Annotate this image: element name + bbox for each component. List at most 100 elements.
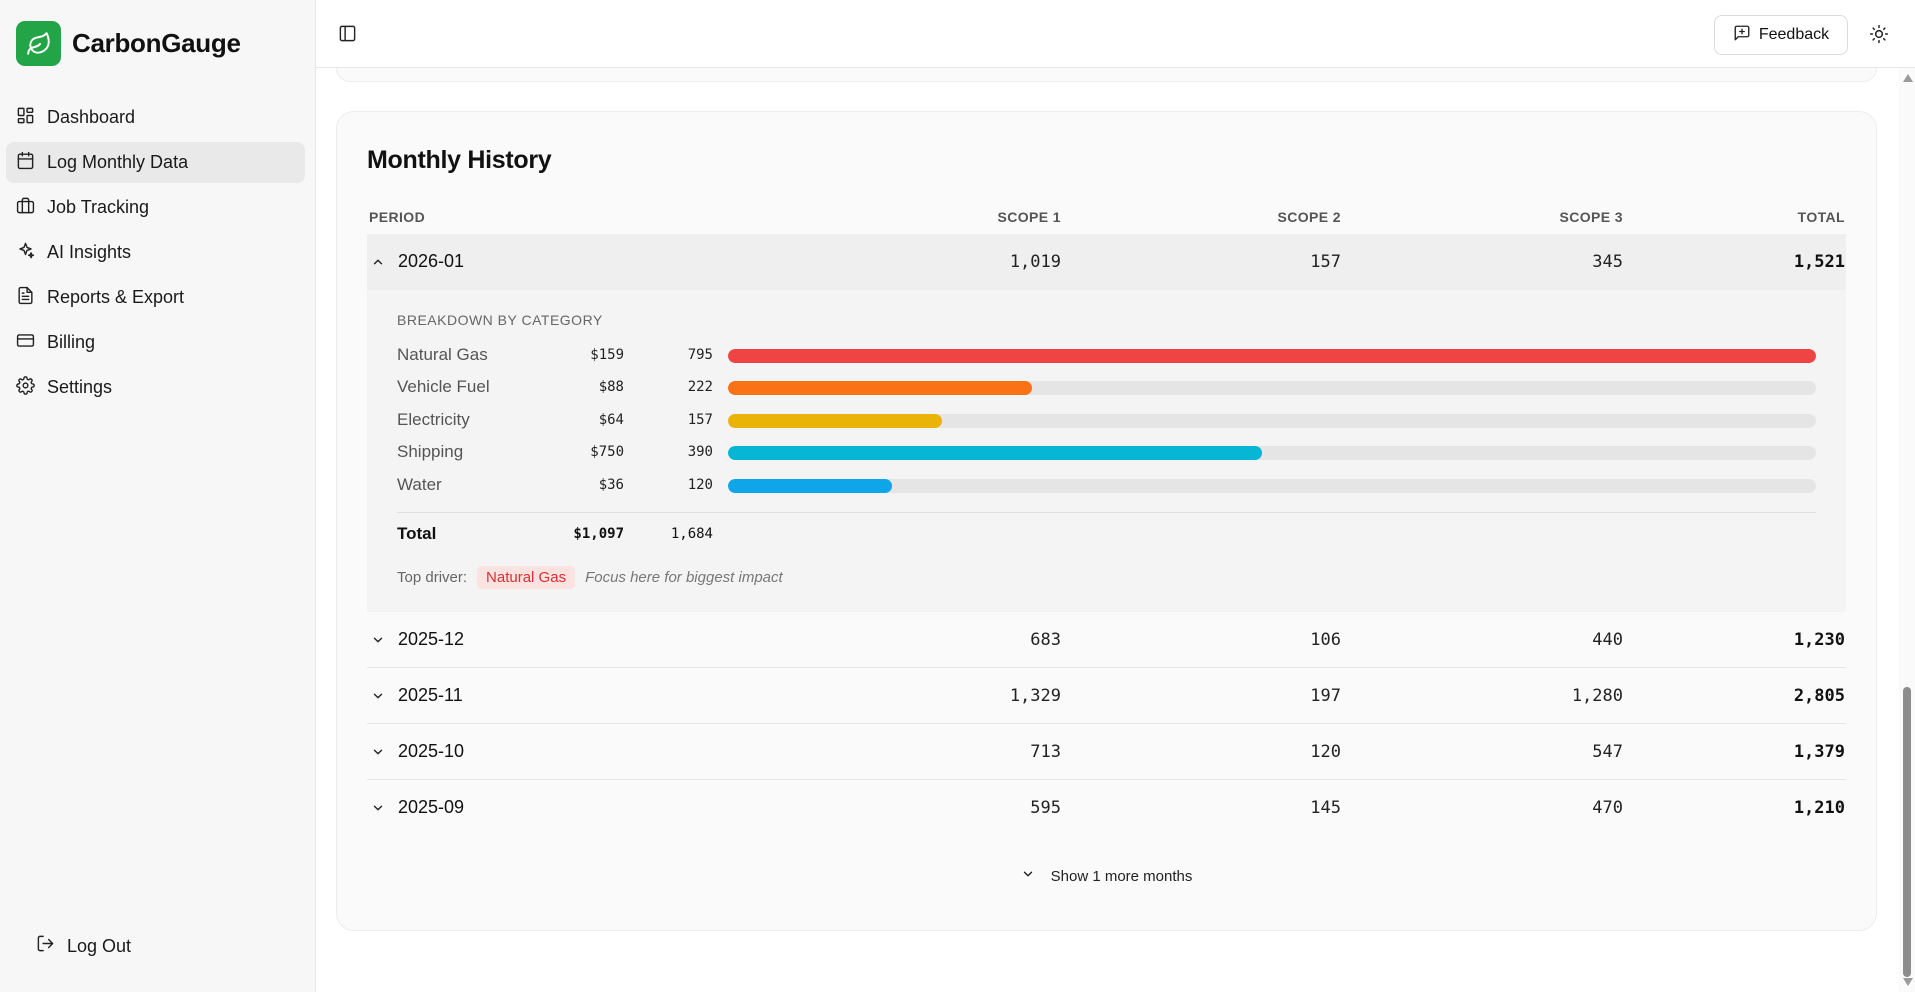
credit-card-icon [16, 331, 35, 355]
vertical-scrollbar[interactable] [1899, 68, 1915, 992]
row-scope2: 106 [1310, 630, 1341, 650]
table-row[interactable]: 2025-10 713 120 547 1,379 [367, 724, 1846, 780]
column-header-total: TOTAL [1797, 209, 1845, 225]
sidebar-item-reports-export[interactable]: Reports & Export [6, 277, 305, 318]
column-header-scope2: SCOPE 2 [1277, 209, 1341, 225]
category-bar-fill [728, 479, 893, 493]
feedback-button[interactable]: Feedback [1714, 15, 1848, 55]
category-bar-track [728, 479, 1816, 493]
row-total: 2,805 [1793, 686, 1845, 706]
category-emissions: 222 [687, 379, 713, 395]
table-row[interactable]: 2026-01 1,019 157 345 1,521 [367, 234, 1846, 290]
category-bar-track [728, 349, 1816, 363]
breakdown-row: Vehicle Fuel $88 222 [397, 376, 1816, 398]
chevron-down-icon[interactable] [371, 687, 385, 708]
breakdown-row: Natural Gas $159 795 [397, 344, 1816, 366]
chevron-up-icon[interactable] [371, 253, 385, 274]
logout-label: Log Out [67, 935, 132, 956]
category-name: Electricity [397, 410, 470, 429]
category-emissions: 120 [687, 477, 713, 493]
table-row[interactable]: 2025-11 1,329 197 1,280 2,805 [367, 668, 1846, 724]
briefcase-icon [16, 196, 35, 220]
message-plus-icon [1733, 24, 1751, 47]
category-name: Shipping [397, 442, 464, 461]
category-breakdown: BREAKDOWN BY CATEGORY Natural Gas $159 7… [367, 290, 1846, 612]
chevron-down-icon[interactable] [371, 743, 385, 764]
row-total: 1,521 [1793, 252, 1845, 272]
scroll-down-arrow-icon[interactable] [1903, 978, 1913, 986]
chevron-down-icon[interactable] [371, 799, 385, 820]
sidebar-item-label: Dashboard [47, 107, 136, 127]
scroll-up-arrow-icon[interactable] [1903, 74, 1913, 82]
show-more-label: Show 1 more months [1050, 867, 1193, 885]
sidebar-item-label: AI Insights [47, 242, 132, 262]
document-icon [16, 286, 35, 310]
show-more-button[interactable]: Show 1 more months [367, 864, 1846, 888]
column-header-period: PERIOD [369, 209, 426, 225]
category-cost: $159 [590, 347, 624, 363]
sidebar-item-label: Job Tracking [47, 197, 150, 217]
sidebar-item-job-tracking[interactable]: Job Tracking [6, 187, 305, 228]
logout-button[interactable]: Log Out [36, 934, 131, 958]
breakdown-row: Water $36 120 [397, 474, 1816, 496]
total-emissions: 1,684 [670, 526, 713, 542]
row-scope2: 120 [1310, 742, 1341, 762]
dashboard-icon [16, 106, 35, 130]
category-bar-fill [728, 349, 1816, 363]
sidebar-item-ai-insights[interactable]: AI Insights [6, 232, 305, 273]
total-cost: $1,097 [573, 526, 624, 542]
sidebar-item-log-monthly-data[interactable]: Log Monthly Data [6, 142, 305, 183]
row-scope3: 1,280 [1571, 686, 1623, 706]
brand[interactable]: CarbonGauge [16, 21, 241, 66]
row-scope1: 713 [1030, 742, 1061, 762]
category-name: Natural Gas [397, 345, 488, 364]
monthly-history-card: Monthly History PERIOD SCOPE 1 SCOPE 2 S… [336, 111, 1877, 931]
top-driver-label: Top driver: [397, 569, 468, 586]
category-name: Vehicle Fuel [397, 377, 490, 396]
row-scope2: 157 [1310, 252, 1341, 272]
scrollbar-thumb[interactable] [1903, 687, 1911, 977]
category-bar-fill [728, 414, 943, 428]
previous-card [336, 68, 1877, 82]
sidebar-item-dashboard[interactable]: Dashboard [6, 97, 305, 138]
gear-icon [16, 375, 35, 400]
row-scope2: 197 [1310, 686, 1341, 706]
top-driver-note: Focus here for biggest impact [585, 569, 783, 586]
row-period: 2025-10 [398, 741, 465, 761]
category-bar-fill [728, 381, 1032, 395]
category-emissions: 157 [687, 412, 713, 428]
row-scope3: 547 [1592, 742, 1623, 762]
sidebar-item-settings[interactable]: Settings [6, 367, 305, 408]
sidebar-item-label: Reports & Export [47, 287, 185, 307]
category-cost: $750 [590, 444, 624, 460]
table-row[interactable]: 2025-09 595 145 470 1,210 [367, 780, 1846, 836]
column-header-scope1: SCOPE 1 [997, 209, 1061, 225]
top-bar: Feedback [316, 0, 1915, 68]
leaf-logo-icon [16, 21, 61, 66]
sun-icon[interactable] [1869, 24, 1889, 49]
row-scope1: 1,329 [1009, 686, 1061, 706]
category-emissions: 390 [687, 444, 713, 460]
row-period: 2026-01 [398, 251, 465, 271]
feedback-label: Feedback [1758, 26, 1830, 43]
row-period: 2025-12 [398, 629, 465, 649]
sidebar-toggle-icon[interactable] [338, 24, 357, 48]
sidebar-item-label: Billing [47, 332, 96, 352]
category-emissions: 795 [687, 347, 713, 363]
sidebar-item-label: Settings [47, 377, 113, 397]
sidebar-item-label: Log Monthly Data [47, 152, 189, 172]
top-driver-badge: Natural Gas [477, 566, 576, 589]
category-bar-fill [728, 446, 1263, 460]
breakdown-title: BREAKDOWN BY CATEGORY [397, 312, 603, 328]
category-cost: $36 [598, 477, 624, 493]
main-content: Monthly History PERIOD SCOPE 1 SCOPE 2 S… [316, 68, 1899, 992]
row-period: 2025-11 [398, 685, 463, 705]
category-name: Water [397, 475, 442, 494]
chevron-down-icon[interactable] [371, 631, 385, 652]
row-scope1: 683 [1030, 630, 1061, 650]
sidebar-item-billing[interactable]: Billing [6, 322, 305, 363]
breakdown-total: Total $1,097 1,684 [397, 522, 797, 544]
table-row[interactable]: 2025-12 683 106 440 1,230 [367, 612, 1846, 668]
chevron-down-icon [1021, 867, 1035, 885]
row-scope3: 470 [1592, 798, 1623, 818]
